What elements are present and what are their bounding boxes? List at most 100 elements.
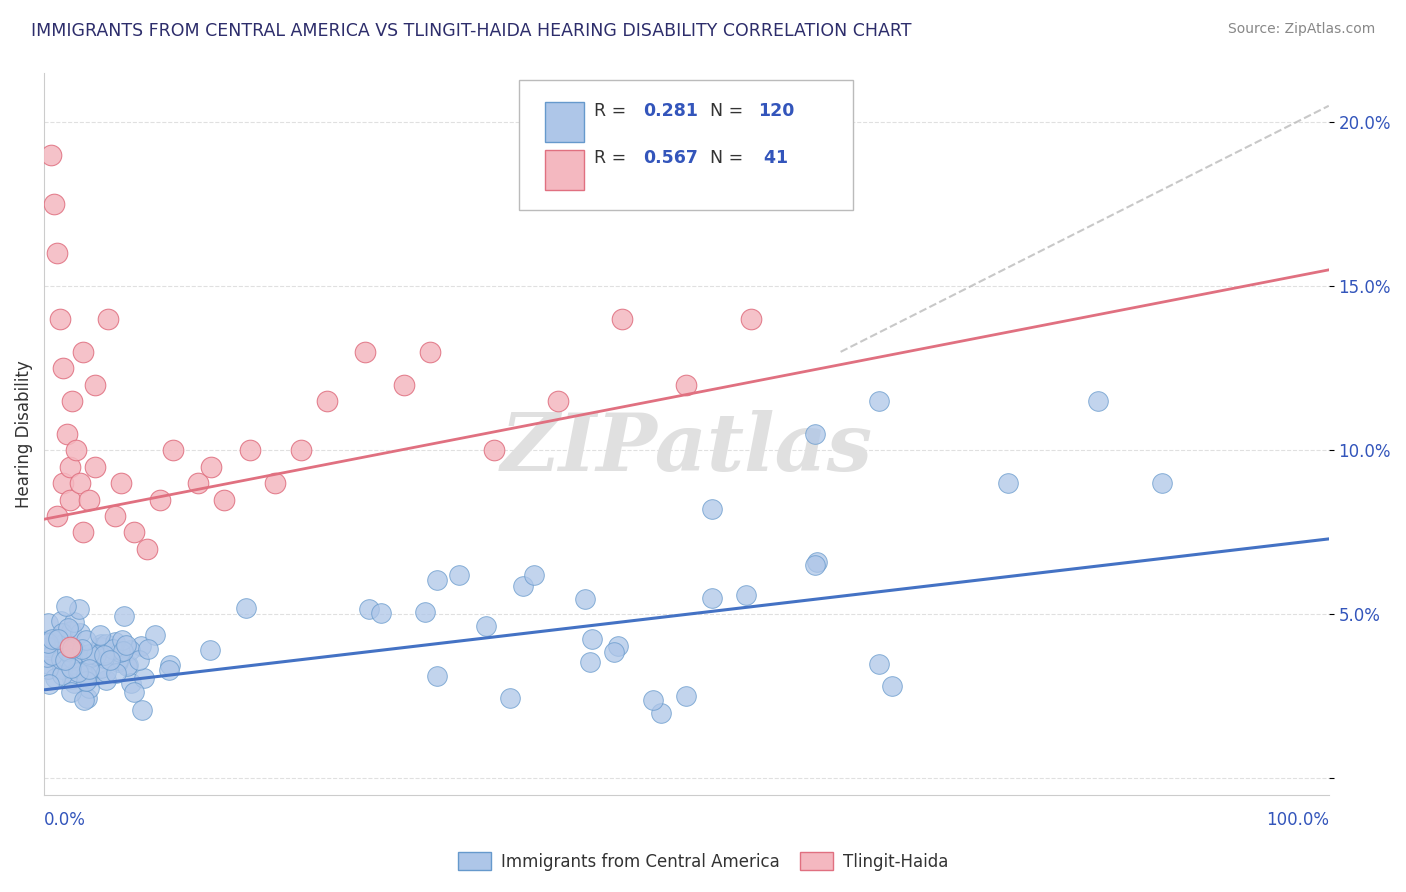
Point (700, 502, 723, 516)
Point (512, 579, 534, 593)
FancyBboxPatch shape (519, 80, 853, 211)
Point (880, 679, 903, 693)
Point (49, 652, 72, 666)
Point (122, 685, 145, 699)
Point (136, 642, 159, 657)
Point (55, 599, 77, 613)
Point (239, 443, 262, 458)
Point (56, 638, 79, 652)
Point (612, 312, 634, 326)
Point (77, 492, 100, 507)
Point (121, 675, 143, 690)
FancyBboxPatch shape (546, 102, 583, 142)
Point (187, 476, 209, 491)
Point (94, 673, 117, 688)
Text: Source: ZipAtlas.com: Source: ZipAtlas.com (1227, 22, 1375, 37)
Point (59, 640, 82, 655)
Point (650, 706, 672, 720)
Point (107, 653, 129, 667)
Point (46, 508, 69, 523)
Point (131, 703, 153, 717)
Point (63, 676, 86, 690)
Point (86, 648, 108, 663)
Point (37, 662, 59, 676)
Point (806, 555, 828, 569)
Point (804, 558, 827, 573)
Point (603, 645, 626, 659)
Point (66, 669, 89, 683)
Point (56, 621, 79, 635)
Text: 41: 41 (758, 149, 789, 167)
Point (73, 693, 96, 707)
Point (700, 591, 723, 605)
Point (547, 394, 569, 409)
Point (162, 443, 184, 458)
Text: ZIPatlas: ZIPatlas (501, 409, 873, 487)
Point (77, 648, 100, 662)
Point (77, 681, 100, 695)
Point (105, 665, 128, 680)
Point (90, 640, 112, 654)
Point (200, 459, 222, 474)
Point (35, 649, 58, 664)
Point (52, 361, 75, 376)
Point (53, 653, 76, 667)
Point (65, 644, 87, 658)
Point (51, 625, 73, 640)
Text: N =: N = (710, 149, 748, 167)
Point (90, 637, 112, 651)
Point (100, 653, 122, 667)
Point (96, 637, 118, 651)
Point (413, 605, 436, 619)
Point (90, 661, 112, 675)
Point (868, 394, 890, 409)
Point (44, 632, 66, 647)
Point (58, 644, 80, 658)
Point (482, 443, 505, 458)
Point (59, 492, 82, 507)
Point (76, 690, 98, 705)
Point (135, 541, 157, 556)
Point (104, 508, 127, 523)
Point (357, 602, 380, 616)
Text: 0.567: 0.567 (643, 149, 697, 167)
Point (418, 344, 440, 359)
Text: 120: 120 (758, 102, 794, 120)
Point (740, 312, 762, 326)
Point (51, 662, 73, 676)
Point (235, 601, 257, 615)
Point (69, 626, 91, 640)
Point (79, 672, 101, 686)
Point (75, 668, 97, 682)
Point (117, 657, 139, 672)
Y-axis label: Hearing Disability: Hearing Disability (15, 360, 32, 508)
Point (58, 642, 80, 657)
Point (578, 655, 600, 669)
Point (93, 648, 115, 663)
Point (60, 640, 83, 655)
Point (159, 657, 181, 672)
Point (38, 640, 60, 654)
Point (129, 639, 152, 653)
Point (675, 377, 697, 392)
Point (103, 635, 125, 649)
Point (581, 632, 603, 646)
Point (115, 639, 138, 653)
Point (97, 312, 120, 326)
Point (62, 615, 84, 629)
Point (93, 651, 115, 665)
Point (67, 602, 90, 616)
Point (63, 647, 86, 661)
Point (110, 476, 132, 491)
Point (523, 568, 546, 582)
Text: IMMIGRANTS FROM CENTRAL AMERICA VS TLINGIT-HAIDA HEARING DISABILITY CORRELATION : IMMIGRANTS FROM CENTRAL AMERICA VS TLING… (31, 22, 911, 40)
Point (606, 639, 628, 653)
Point (290, 443, 312, 458)
Point (474, 619, 496, 633)
Point (804, 426, 827, 441)
Point (72, 344, 94, 359)
Point (735, 588, 758, 602)
Point (132, 671, 155, 685)
Point (96, 665, 118, 679)
Point (56, 644, 79, 658)
